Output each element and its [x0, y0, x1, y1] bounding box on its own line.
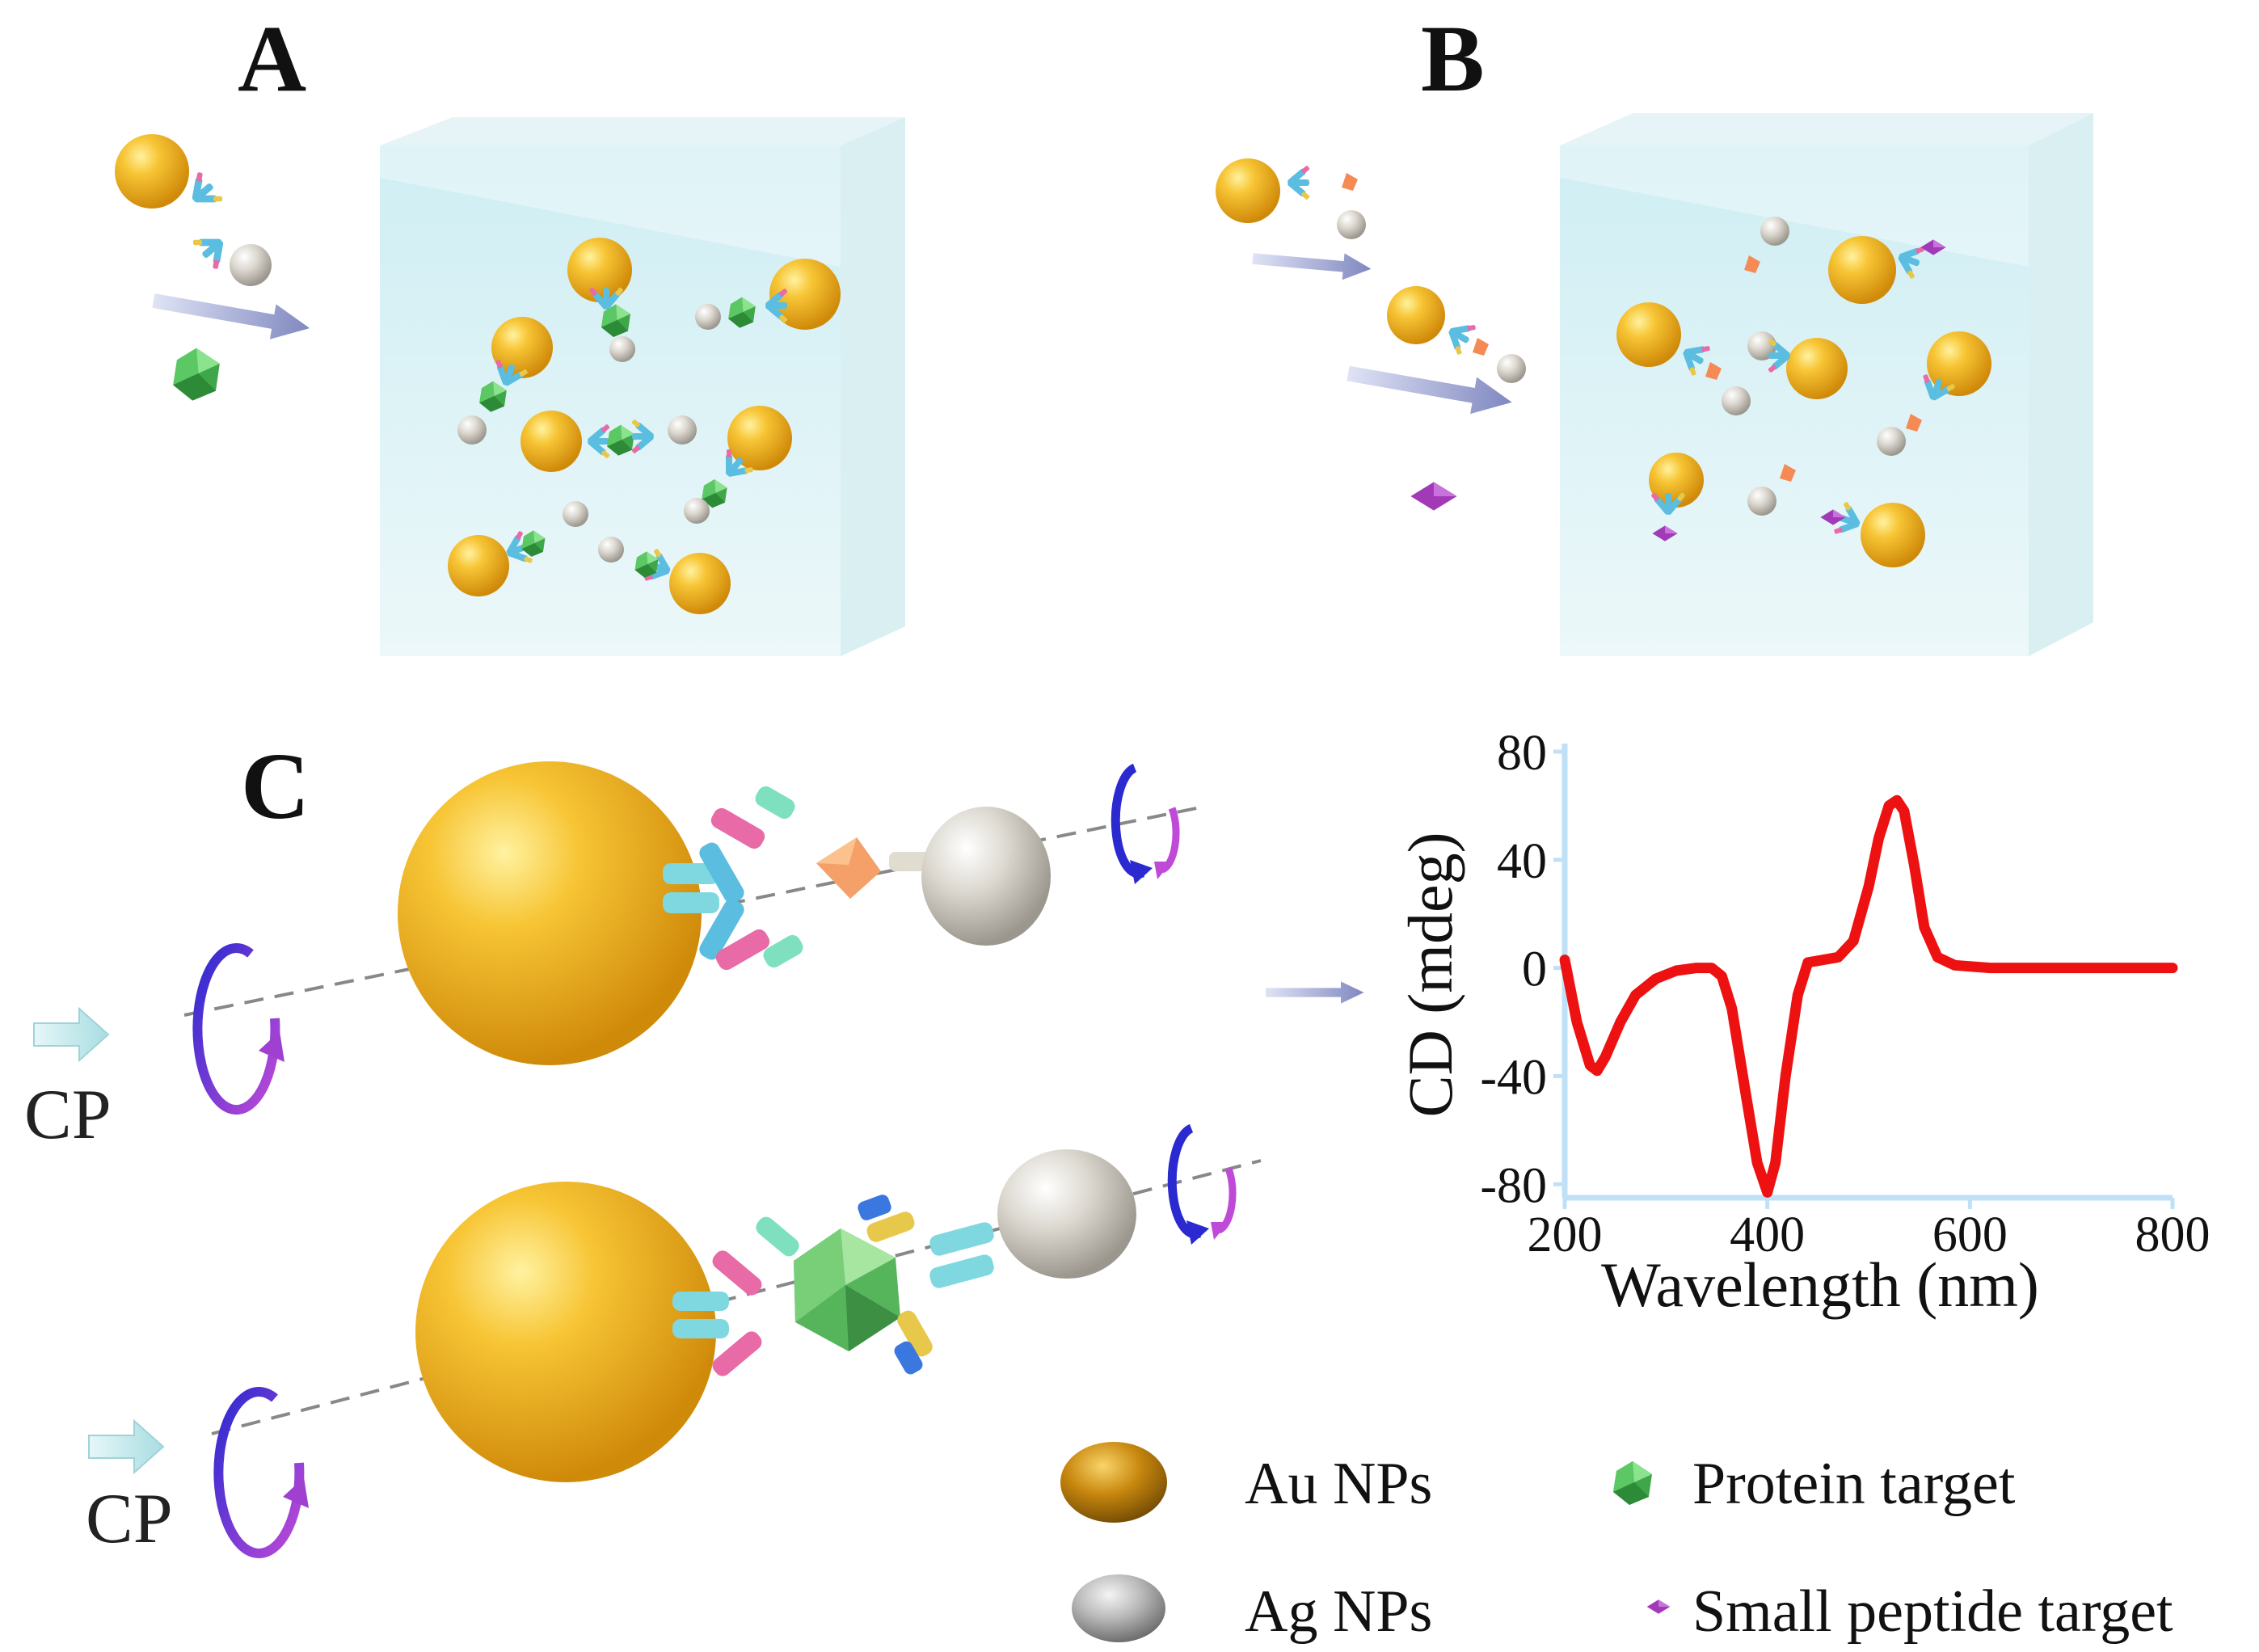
peptide-target-icon [1646, 1599, 1671, 1614]
panel-b-conjugates [1616, 217, 1991, 567]
y-tick-label: 80 [1497, 726, 1547, 781]
x-axis-ticks: 200 400 600 800 [1528, 1198, 2211, 1262]
rotation-arrow-icon [1167, 1123, 1202, 1239]
panel-c-upper-assembly [183, 761, 1205, 1115]
y-tick-label: -80 [1480, 1158, 1547, 1213]
antibody-icon [663, 786, 803, 971]
panel-b-label: B [1421, 6, 1485, 112]
cd-curve [1559, 794, 2178, 1198]
antibody-icon [1286, 165, 1310, 200]
x-axis-label: Wavelength (nm) [1601, 1250, 2039, 1320]
antibody-icon [672, 1216, 799, 1376]
y-tick-label: 40 [1497, 834, 1547, 889]
circular-polarization-icon [213, 1386, 305, 1558]
au-nanoparticle-icon [1060, 1442, 1167, 1523]
reaction-arrow-icon [1344, 355, 1515, 421]
silver-nanoparticle [997, 1149, 1136, 1279]
legend-item-peptide: Small peptide target [1646, 1578, 2173, 1645]
panel-c-lower-assembly [211, 1123, 1262, 1558]
antibody-icon [190, 225, 235, 272]
antibody-icon [858, 1195, 994, 1375]
panel-b: B [1216, 6, 2093, 656]
panel-b-reagents [1216, 158, 1526, 511]
y-axis-ticks: 80 40 0 -40 -80 [1480, 726, 1565, 1213]
panel-b-reaction-box [1560, 113, 2093, 656]
y-tick-label: -40 [1480, 1050, 1547, 1105]
protein-target-icon [173, 348, 220, 401]
legend-item-ag: Ag NPs [1072, 1574, 1432, 1645]
reaction-arrow-icon [1251, 245, 1372, 283]
y-tick-label: 0 [1522, 942, 1547, 997]
panel-a-conjugates [448, 238, 841, 614]
circular-polarization-icon [192, 943, 280, 1115]
cp-arrow-icon [88, 1418, 165, 1475]
panel-c-label: C [241, 733, 310, 839]
silver-nanoparticle [1337, 210, 1366, 239]
cp-input-lower: CP [86, 1418, 173, 1558]
x-tick-label: 600 [1932, 1207, 2008, 1262]
x-tick-label: 800 [2135, 1207, 2211, 1262]
panel-a-label: A [238, 6, 306, 112]
cp-input-upper: CP [24, 1006, 112, 1154]
x-tick-label: 400 [1730, 1207, 1805, 1262]
legend-item-protein: Protein target [1613, 1451, 2016, 1517]
gold-nanoparticle [1216, 158, 1280, 223]
result-arrow-icon [1266, 981, 1364, 1004]
legend-label-au: Au NPs [1245, 1451, 1432, 1517]
peptide-fragment-icon [1342, 173, 1358, 191]
legend-label-ag: Ag NPs [1245, 1578, 1432, 1645]
cp-label: CP [86, 1480, 173, 1558]
reaction-arrow-icon [150, 283, 313, 346]
cp-arrow-icon [33, 1006, 110, 1063]
legend: Au NPs Ag NPs Protein target Small pepti… [1060, 1442, 2173, 1645]
peptide-target-icon [1410, 482, 1457, 511]
silver-nanoparticle [921, 807, 1051, 946]
gold-nanoparticle [115, 134, 189, 209]
peptide-target-icon [816, 837, 881, 899]
x-tick-label: 200 [1528, 1207, 1603, 1262]
ag-nanoparticle-icon [1072, 1574, 1165, 1642]
panel-c: C [24, 733, 1364, 1558]
protein-target-icon [794, 1228, 900, 1351]
cp-label: CP [24, 1076, 112, 1154]
legend-label-protein: Protein target [1692, 1451, 2016, 1517]
gold-nanoparticle [415, 1182, 716, 1482]
legend-item-au: Au NPs [1060, 1442, 1432, 1523]
silver-nanoparticle [230, 244, 272, 286]
protein-target-icon [1613, 1461, 1652, 1505]
panel-a: A [115, 6, 905, 656]
panel-a-reagents [115, 134, 313, 401]
y-axis-label: CD (mdeg) [1395, 832, 1465, 1117]
legend-label-peptide: Small peptide target [1692, 1578, 2173, 1645]
gold-nanoparticle [398, 761, 702, 1065]
